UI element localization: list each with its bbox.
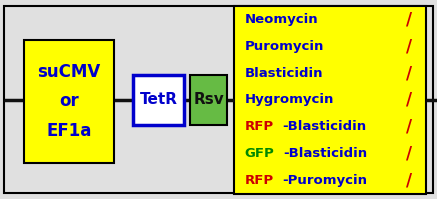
Text: /: /: [406, 10, 413, 28]
Text: /: /: [406, 37, 413, 55]
Text: /: /: [406, 118, 413, 136]
FancyBboxPatch shape: [190, 75, 227, 125]
Text: -Blasticidin: -Blasticidin: [282, 120, 367, 133]
Text: RFP: RFP: [245, 120, 274, 133]
Text: -Blasticidin: -Blasticidin: [283, 147, 367, 160]
Text: /: /: [406, 172, 413, 190]
Text: Neomycin: Neomycin: [245, 13, 318, 26]
Text: or: or: [59, 93, 79, 110]
Text: EF1a: EF1a: [46, 122, 91, 140]
Text: /: /: [406, 64, 413, 82]
Text: /: /: [406, 91, 413, 109]
FancyBboxPatch shape: [24, 40, 114, 163]
Text: Hygromycin: Hygromycin: [245, 94, 334, 106]
Text: suCMV: suCMV: [37, 63, 101, 81]
Text: GFP: GFP: [245, 147, 274, 160]
FancyBboxPatch shape: [4, 6, 433, 193]
Text: -Puromycin: -Puromycin: [282, 174, 368, 187]
FancyBboxPatch shape: [133, 75, 184, 125]
Text: Blasticidin: Blasticidin: [245, 67, 323, 80]
FancyBboxPatch shape: [234, 6, 426, 194]
Text: TetR: TetR: [139, 93, 177, 107]
Text: Puromycin: Puromycin: [245, 40, 324, 53]
Text: Rsv: Rsv: [193, 93, 224, 107]
Text: /: /: [406, 145, 413, 163]
Text: RFP: RFP: [245, 174, 274, 187]
